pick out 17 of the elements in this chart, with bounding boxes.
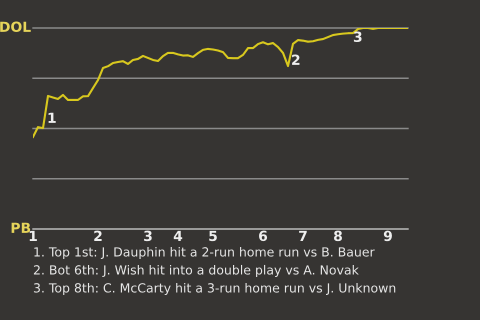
- x-tick-label: 2: [94, 230, 102, 241]
- text: 1. Top 1st: J. Dauphin hit a 2-run home run vs B. Bauer: [34, 246, 375, 260]
- x-tick-label: 5: [209, 230, 217, 242]
- x-tick-label: 9: [384, 230, 392, 242]
- annotation: 1: [48, 112, 56, 123]
- x-tick-label: 6: [259, 230, 268, 242]
- annotation: 2: [292, 54, 300, 65]
- annotation: 3: [354, 32, 362, 42]
- ref-line-label: PB: [12, 222, 30, 233]
- x-tick-label: 7: [299, 230, 307, 241]
- x-tick-label: 4: [174, 230, 182, 241]
- text: 2. Bot 6th: J. Wish hit into a double play vs A. Novak: [34, 264, 359, 278]
- x-tick-label: 8: [334, 230, 342, 242]
- x-tick-label: 1: [30, 230, 37, 241]
- ref-line-label: DOL: [0, 22, 31, 32]
- x-tick-label: 3: [144, 230, 152, 242]
- text: 3. Top 8th: C. McCarty hit a 3-run home run vs J. Unknown: [34, 282, 396, 296]
